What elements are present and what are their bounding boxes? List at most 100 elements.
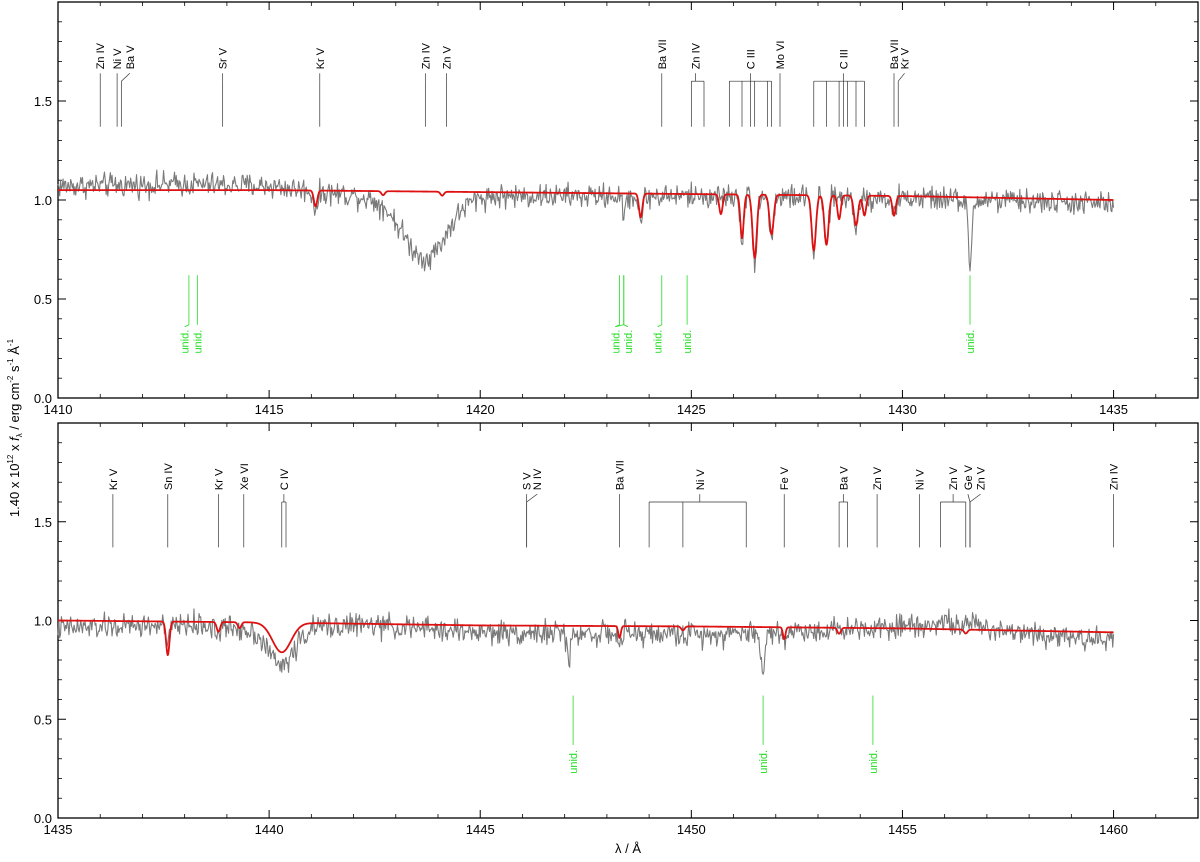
ion-label: Kr V (213, 468, 225, 490)
ion-marker: Kr V (898, 47, 911, 126)
ion-marker: C IV (279, 468, 291, 547)
unid-stem (185, 325, 189, 327)
ion-marker: Ni V (649, 469, 746, 548)
x-tick-label: 1425 (677, 402, 706, 417)
ion-label: Ba V (125, 45, 137, 70)
unid-label: unid. (758, 750, 770, 774)
ion-stem (527, 494, 538, 502)
ion-label: Ni V (112, 48, 124, 69)
observed-spectrum (58, 609, 1114, 674)
ion-label: Xe VI (239, 463, 251, 490)
ion-marker: Sr V (218, 47, 230, 126)
model-spectrum (58, 190, 1114, 258)
ion-label: Zn IV (691, 42, 703, 69)
unid-stem (658, 325, 662, 327)
ion-label: Zn IV (1109, 463, 1121, 490)
ion-label: C III (745, 49, 757, 69)
unid-label: unid. (192, 330, 204, 354)
ion-marker: Zn IV (420, 42, 432, 126)
unid-label: unid. (568, 750, 580, 774)
ion-label: Fe V (779, 466, 791, 490)
ion-label: C III (838, 49, 850, 69)
ion-label: Ba VII (615, 460, 627, 490)
ion-stem (121, 73, 129, 81)
x-axis-label: λ / Å (615, 841, 641, 856)
unid-marker: unid. (653, 275, 665, 353)
y-tick-label: 1.0 (34, 193, 52, 208)
ion-stem (898, 73, 904, 81)
x-tick-label: 1420 (466, 402, 495, 417)
ion-marker: Kr V (315, 47, 327, 126)
ion-stem (970, 494, 981, 502)
panel-bottom: 1435144014451450145514600.00.51.01.5Kr V… (34, 423, 1198, 837)
ion-stem (968, 494, 970, 502)
ylabel-s: s (7, 365, 22, 376)
ion-label: Kr V (315, 47, 327, 69)
ion-marker: Zn V (441, 45, 453, 126)
ion-marker: Fe V (779, 466, 791, 547)
ion-marker: Zn IV (1109, 463, 1121, 547)
ion-marker: Xe VI (239, 463, 251, 547)
x-tick-label: 1415 (255, 402, 284, 417)
x-tick-label: 1445 (466, 822, 495, 837)
ion-label: Sn IV (163, 463, 175, 491)
unid-label: unid. (868, 750, 880, 774)
ion-label: Ba VII (657, 39, 669, 69)
x-tick-label: 1440 (255, 822, 284, 837)
ion-marker: Kr V (108, 468, 120, 547)
y-tick-label: 1.0 (34, 614, 52, 629)
unid-marker: unid. (568, 696, 580, 774)
ylabel-angstrom: Å (7, 346, 22, 359)
unid-marker: unid. (192, 275, 204, 353)
ion-label: Zn V (948, 466, 960, 490)
unid-label: unid. (653, 330, 665, 354)
x-tick-label: 1460 (1099, 822, 1128, 837)
unid-marker: unid. (610, 275, 623, 353)
unid-label: unid. (180, 330, 192, 354)
y-tick-label: 0.0 (34, 811, 52, 826)
ion-label: Zn IV (95, 42, 107, 69)
ion-marker: Sn IV (163, 463, 175, 548)
unid-label: unid. (623, 330, 635, 354)
ion-label: N IV (532, 468, 544, 490)
unid-label: unid. (965, 330, 977, 354)
y-tick-label: 1.5 (34, 515, 52, 530)
ion-marker: Mo VI (775, 41, 787, 127)
y-tick-label: 0.5 (34, 292, 52, 307)
ion-label: Kr V (108, 468, 120, 490)
unid-label: unid. (682, 330, 694, 354)
ylabel-mid: x (7, 441, 22, 455)
x-tick-label: 1450 (677, 822, 706, 837)
y-axis-label: 1.40 x 1012 x fλ / erg cm-2 s-1 Å-1 (6, 338, 24, 517)
observed-spectrum (58, 170, 1114, 273)
ion-marker: Zn IV (95, 42, 107, 126)
ion-marker: Ba VII (657, 39, 669, 126)
ion-marker: Kr V (213, 468, 225, 547)
unid-label: unid. (610, 330, 622, 354)
ion-label: Zn V (872, 466, 884, 490)
ion-label: Ni V (914, 469, 926, 490)
ion-marker: Zn IV (691, 42, 704, 126)
x-tick-label: 1455 (888, 822, 917, 837)
ion-label: Ba V (838, 466, 850, 491)
ion-marker: C III (814, 49, 865, 127)
ion-label: Zn IV (420, 42, 432, 69)
unid-stem (624, 325, 628, 327)
unid-marker: unid. (868, 696, 880, 774)
ion-label: C IV (279, 468, 291, 490)
ion-marker: Zn V (872, 466, 884, 547)
ion-label: Ge V (963, 464, 975, 490)
unid-marker: unid. (623, 275, 635, 353)
ion-marker: C III (729, 49, 771, 127)
panel-top: 1410141514201425143014350.00.51.01.5Zn I… (34, 2, 1198, 417)
y-tick-label: 0.5 (34, 712, 52, 727)
ion-label: Sr V (218, 47, 230, 69)
ion-label: Ni V (695, 469, 707, 490)
ylabel-prefix: 1.40 x 10 (7, 464, 22, 518)
unid-marker: unid. (965, 275, 977, 353)
unid-marker: unid. (180, 275, 192, 353)
y-tick-label: 0.0 (34, 391, 52, 406)
ion-marker: Ni V (914, 469, 926, 548)
